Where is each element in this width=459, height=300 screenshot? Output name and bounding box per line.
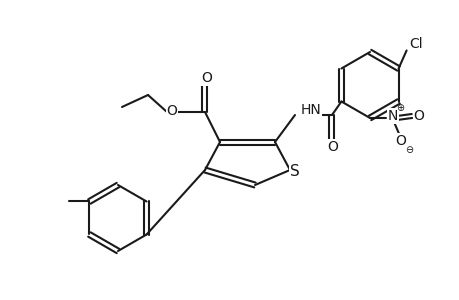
Text: ⊕: ⊕ xyxy=(395,103,403,113)
Text: O: O xyxy=(413,109,424,123)
Text: HN: HN xyxy=(300,103,321,117)
Text: O: O xyxy=(327,140,338,154)
Text: O: O xyxy=(201,71,212,85)
Text: S: S xyxy=(290,164,299,179)
Text: ⊖: ⊖ xyxy=(404,145,412,155)
Text: N: N xyxy=(387,109,397,123)
Text: O: O xyxy=(395,134,406,148)
Text: O: O xyxy=(166,104,177,118)
Text: Cl: Cl xyxy=(408,37,421,50)
